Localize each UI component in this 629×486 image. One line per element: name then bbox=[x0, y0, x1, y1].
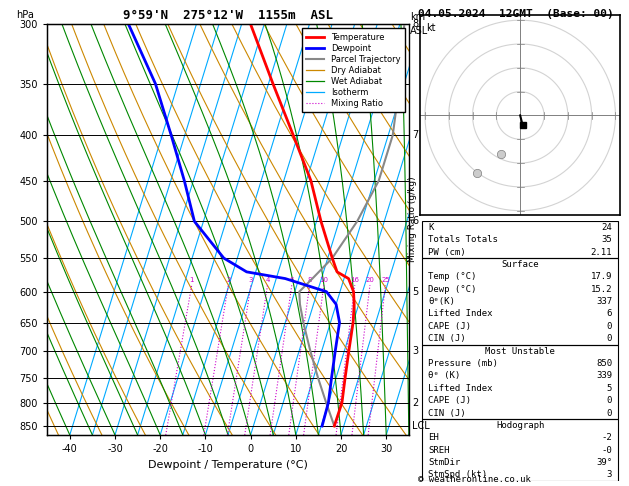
Text: CIN (J): CIN (J) bbox=[428, 334, 466, 343]
Text: Pressure (mb): Pressure (mb) bbox=[428, 359, 498, 368]
X-axis label: Dewpoint / Temperature (°C): Dewpoint / Temperature (°C) bbox=[148, 460, 308, 469]
Text: θᵉ (K): θᵉ (K) bbox=[428, 371, 460, 381]
Text: 4: 4 bbox=[265, 277, 270, 283]
Text: 1: 1 bbox=[189, 277, 194, 283]
Text: 3: 3 bbox=[607, 470, 612, 480]
Text: 16: 16 bbox=[350, 277, 359, 283]
Text: 15.2: 15.2 bbox=[591, 285, 612, 294]
Text: Surface: Surface bbox=[501, 260, 539, 269]
Text: 7: 7 bbox=[413, 130, 419, 140]
Text: StmSpd (kt): StmSpd (kt) bbox=[428, 470, 487, 480]
Text: 0: 0 bbox=[607, 409, 612, 417]
Text: StmDir: StmDir bbox=[428, 458, 460, 467]
Text: LCL: LCL bbox=[413, 421, 430, 431]
Text: K: K bbox=[428, 223, 433, 232]
Text: 2.11: 2.11 bbox=[591, 247, 612, 257]
Text: 0: 0 bbox=[607, 322, 612, 331]
Text: CIN (J): CIN (J) bbox=[428, 409, 466, 417]
Text: 2: 2 bbox=[413, 398, 419, 408]
Text: CAPE (J): CAPE (J) bbox=[428, 396, 471, 405]
Text: Temp (°C): Temp (°C) bbox=[428, 272, 477, 281]
Bar bbox=[422, 345, 618, 419]
Text: 6: 6 bbox=[607, 310, 612, 318]
Bar bbox=[422, 221, 618, 258]
Text: 6: 6 bbox=[289, 277, 294, 283]
Text: EH: EH bbox=[428, 434, 439, 442]
Text: 6: 6 bbox=[413, 216, 418, 226]
Text: 10: 10 bbox=[320, 277, 328, 283]
Text: PW (cm): PW (cm) bbox=[428, 247, 466, 257]
Text: 17.9: 17.9 bbox=[591, 272, 612, 281]
Text: © weatheronline.co.uk: © weatheronline.co.uk bbox=[418, 475, 530, 484]
Text: 25: 25 bbox=[381, 277, 390, 283]
Text: 3: 3 bbox=[248, 277, 253, 283]
Text: 850: 850 bbox=[596, 359, 612, 368]
Bar bbox=[422, 258, 618, 345]
Text: 0: 0 bbox=[607, 334, 612, 343]
Text: -2: -2 bbox=[601, 434, 612, 442]
Text: 24: 24 bbox=[601, 223, 612, 232]
Text: 3: 3 bbox=[413, 346, 418, 356]
Text: ASL: ASL bbox=[410, 26, 428, 36]
Text: 5: 5 bbox=[607, 384, 612, 393]
Text: 337: 337 bbox=[596, 297, 612, 306]
Text: Mixing Ratio (g/kg): Mixing Ratio (g/kg) bbox=[408, 176, 417, 261]
Text: θᵉ(K): θᵉ(K) bbox=[428, 297, 455, 306]
Text: 39°: 39° bbox=[596, 458, 612, 467]
Text: Most Unstable: Most Unstable bbox=[485, 347, 555, 356]
Text: kt: kt bbox=[426, 23, 436, 34]
Text: 8: 8 bbox=[308, 277, 312, 283]
Text: Lifted Index: Lifted Index bbox=[428, 384, 493, 393]
Text: Lifted Index: Lifted Index bbox=[428, 310, 493, 318]
Bar bbox=[422, 419, 618, 481]
Text: km: km bbox=[410, 12, 425, 22]
Text: -0: -0 bbox=[601, 446, 612, 455]
Text: 35: 35 bbox=[601, 235, 612, 244]
Text: 8: 8 bbox=[413, 19, 418, 29]
Text: SREH: SREH bbox=[428, 446, 450, 455]
Text: Hodograph: Hodograph bbox=[496, 421, 544, 430]
Text: 0: 0 bbox=[607, 396, 612, 405]
Text: Dewp (°C): Dewp (°C) bbox=[428, 285, 477, 294]
Text: 2: 2 bbox=[226, 277, 230, 283]
Text: hPa: hPa bbox=[16, 10, 35, 20]
Text: 5: 5 bbox=[413, 287, 419, 296]
Text: 04.05.2024  12GMT  (Base: 00): 04.05.2024 12GMT (Base: 00) bbox=[418, 9, 613, 19]
Text: 20: 20 bbox=[365, 277, 374, 283]
Text: CAPE (J): CAPE (J) bbox=[428, 322, 471, 331]
Legend: Temperature, Dewpoint, Parcel Trajectory, Dry Adiabat, Wet Adiabat, Isotherm, Mi: Temperature, Dewpoint, Parcel Trajectory… bbox=[302, 29, 404, 112]
Text: 339: 339 bbox=[596, 371, 612, 381]
Text: Totals Totals: Totals Totals bbox=[428, 235, 498, 244]
Title: 9°59'N  275°12'W  1155m  ASL: 9°59'N 275°12'W 1155m ASL bbox=[123, 9, 333, 22]
